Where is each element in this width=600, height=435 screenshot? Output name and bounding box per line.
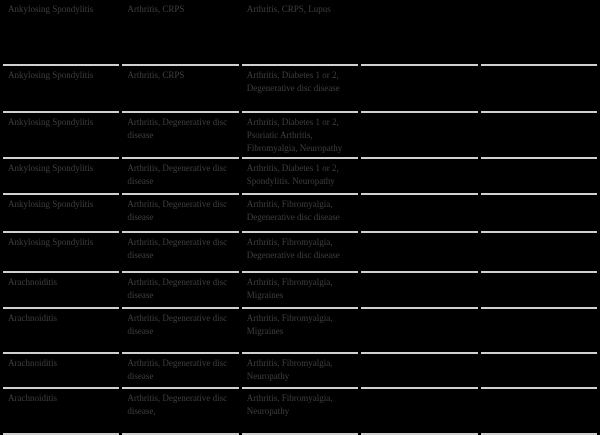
table-cell [361,389,478,435]
table-cell: Ankylosing Spondylitis [3,113,120,159]
table-cell [361,66,478,113]
table-cell: Arthritis, Fibromyalgia, Degenerative di… [241,233,359,273]
table-cell [361,309,478,354]
table-cell: Arthritis, Degenerative disc disease, [122,389,239,435]
table-cell [361,195,478,233]
table-cell [480,0,597,66]
table-row: Arachnoiditis Arthritis, Degenerative di… [3,354,597,389]
table-cell: Arthritis, Degenerative disc disease [122,233,239,273]
table-cell [480,195,597,233]
table-cell [361,354,478,389]
table-cell: Arthritis, Diabetes 1 or 2, Spondylitis.… [241,159,359,195]
table-cell: Arthritis, Degenerative disc disease [122,113,239,159]
table-cell: Arthritis, Fibromyalgia, Migraines [241,309,359,354]
table-row: Ankylosing Spondylitis Arthritis, Degene… [3,233,597,273]
table-cell: Ankylosing Spondylitis [3,0,120,66]
table-cell: Arachnoiditis [3,309,120,354]
table-cell [361,233,478,273]
table-cell [480,233,597,273]
table-cell [361,273,478,309]
table-cell [480,66,597,113]
table-cell: Arthritis, Fibromyalgia, Neuropathy [241,354,359,389]
table-cell: Arthritis, CRPS [122,66,239,113]
table-row: Arachnoiditis Arthritis, Degenerative di… [3,309,597,354]
table-cell: Arthritis, Degenerative disc disease [122,354,239,389]
table-cell [361,159,478,195]
table-cell: Arthritis, Degenerative disc disease [122,309,239,354]
table-body: Ankylosing Spondylitis Arthritis, CRPS A… [3,0,597,435]
table-cell: Ankylosing Spondylitis [3,66,120,113]
table-cell: Arthritis, Fibromyalgia, Migraines [241,273,359,309]
table-cell: Arachnoiditis [3,389,120,435]
table-row: Ankylosing Spondylitis Arthritis, CRPS A… [3,0,597,66]
table-cell [361,113,478,159]
table-cell [480,309,597,354]
table-cell [480,113,597,159]
table-row: Ankylosing Spondylitis Arthritis, Degene… [3,113,597,159]
table-cell: Arthritis, Fibromyalgia, Neuropathy [241,389,359,435]
table-cell [480,354,597,389]
table-cell: Arthritis, Diabetes 1 or 2, Psoriatic Ar… [241,113,359,159]
table-cell: Arthritis, Fibromyalgia, Degenerative di… [241,195,359,233]
table-cell: Arthritis, Diabetes 1 or 2, Degenerative… [241,66,359,113]
table-row: Ankylosing Spondylitis Arthritis, CRPS A… [3,66,597,113]
table-cell [480,159,597,195]
table-cell: Arthritis, Degenerative disc disease [122,273,239,309]
table-cell: Ankylosing Spondylitis [3,233,120,273]
table-cell [361,0,478,66]
table-cell [480,389,597,435]
table-cell: Arachnoiditis [3,354,120,389]
table-cell: Arachnoiditis [3,273,120,309]
table-cell: Ankylosing Spondylitis [3,159,120,195]
table-row: Arachnoiditis Arthritis, Degenerative di… [3,389,597,435]
table-cell: Arthritis, CRPS, Lupus [241,0,359,66]
table-cell: Ankylosing Spondylitis [3,195,120,233]
table-row: Ankylosing Spondylitis Arthritis, Degene… [3,159,597,195]
table-cell: Arthritis, Degenerative disc disease [122,195,239,233]
table-cell: Arthritis, CRPS [122,0,239,66]
table-cell [480,273,597,309]
table-cell: Arthritis, Degenerative disc disease [122,159,239,195]
table-row: Ankylosing Spondylitis Arthritis, Degene… [3,195,597,233]
table-row: Arachnoiditis Arthritis, Degenerative di… [3,273,597,309]
